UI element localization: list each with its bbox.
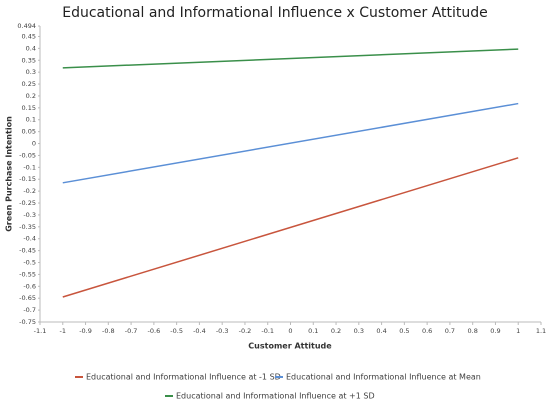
y-tick-label: 0 xyxy=(32,140,36,148)
x-tick-label: 1 xyxy=(516,327,520,335)
x-tick-label: 0.5 xyxy=(399,327,409,335)
x-tick-label: -0.2 xyxy=(239,327,252,335)
y-tick-label: 0.1 xyxy=(26,116,36,124)
legend-label: Educational and Informational Influence … xyxy=(86,373,281,382)
x-tick-label: -0.1 xyxy=(261,327,274,335)
x-tick-label: 0.8 xyxy=(468,327,478,335)
x-tick-label: 0 xyxy=(288,327,292,335)
x-axis-title: Customer Attitude xyxy=(248,342,332,351)
x-tick-label: -0.5 xyxy=(170,327,183,335)
y-tick-label: -0.15 xyxy=(19,175,36,183)
x-tick-label: 0.4 xyxy=(376,327,386,335)
x-tick-label: -0.9 xyxy=(79,327,92,335)
x-tick-label: 0.2 xyxy=(331,327,341,335)
y-tick-label: -0.3 xyxy=(23,211,36,219)
y-tick-label: -0.1 xyxy=(23,163,36,171)
x-tick-label: 1.1 xyxy=(536,327,546,335)
x-tick-label: 0.9 xyxy=(490,327,500,335)
x-tick-label: -1.1 xyxy=(34,327,47,335)
y-tick-label: -0.2 xyxy=(23,187,36,195)
x-tick-label: 0.3 xyxy=(354,327,364,335)
legend-label: Educational and Informational Influence … xyxy=(286,373,481,382)
y-tick-label: -0.5 xyxy=(23,259,36,267)
y-tick-label: 0.25 xyxy=(22,80,36,88)
y-tick-label: 0.2 xyxy=(26,92,36,100)
y-tick-label: 0.35 xyxy=(22,56,36,64)
y-tick-label: -0.65 xyxy=(19,294,36,302)
x-tick-label: 0.1 xyxy=(308,327,318,335)
legend-label: Educational and Informational Influence … xyxy=(176,392,375,401)
x-tick-label: -0.4 xyxy=(193,327,206,335)
y-tick-label: 0.45 xyxy=(22,32,36,40)
y-tick-label: -0.75 xyxy=(19,318,36,326)
x-tick-label: -0.6 xyxy=(148,327,161,335)
y-tick-label: -0.25 xyxy=(19,199,36,207)
y-tick-label: -0.6 xyxy=(23,282,36,290)
x-tick-label: -0.3 xyxy=(216,327,229,335)
line-series xyxy=(62,48,519,69)
x-tick-label: -1 xyxy=(60,327,66,335)
chart-title: Educational and Informational Influence … xyxy=(62,5,488,21)
y-tick-label: -0.05 xyxy=(19,151,36,159)
y-tick-label: -0.45 xyxy=(19,247,36,255)
x-tick-label: 0.6 xyxy=(422,327,432,335)
y-tick-label: 0.3 xyxy=(26,68,36,76)
x-tick-label: -0.7 xyxy=(125,327,138,335)
x-tick-label: -0.8 xyxy=(102,327,115,335)
y-tick-label: -0.55 xyxy=(19,270,36,278)
y-axis-title: Green Purchase Intention xyxy=(5,116,14,232)
line-series xyxy=(62,157,519,298)
y-tick-label: -0.4 xyxy=(23,235,36,243)
x-tick-label: 0.7 xyxy=(445,327,455,335)
y-tick-label: -0.7 xyxy=(23,306,36,314)
y-tick-label: 0.494 xyxy=(17,22,36,30)
y-tick-label: 0.05 xyxy=(22,128,36,136)
y-tick-label: -0.35 xyxy=(19,223,36,231)
line-series xyxy=(62,102,519,184)
y-tick-label: 0.15 xyxy=(22,104,36,112)
y-tick-label: 0.4 xyxy=(26,44,36,52)
